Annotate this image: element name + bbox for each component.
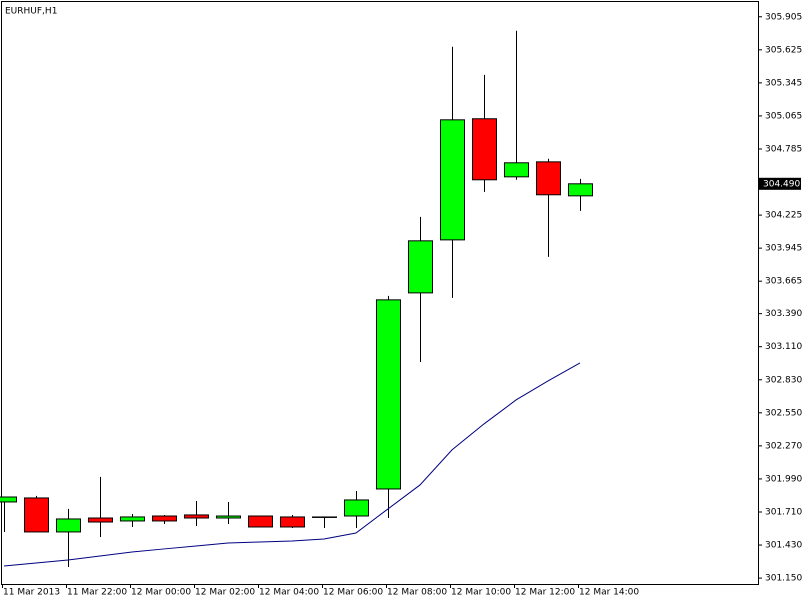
- y-tick-label: 301.710: [765, 507, 802, 517]
- x-tick-label: 11 Mar 22:00: [67, 588, 127, 598]
- candle-body: [440, 119, 465, 241]
- chart-title: EURHUF,H1: [5, 7, 57, 17]
- y-tick-label: 305.065: [765, 111, 802, 121]
- y-tick-label: 305.625: [765, 45, 802, 55]
- candle-body: [184, 514, 209, 519]
- candle-body: [472, 118, 497, 181]
- candle-body: [344, 499, 369, 517]
- x-tick-label: 12 Mar 06:00: [323, 588, 383, 598]
- candle-body: [216, 515, 241, 519]
- y-tick-label: 304.785: [765, 144, 802, 154]
- candle-body: [0, 496, 17, 503]
- x-tick-label: 12 Mar 12:00: [515, 588, 575, 598]
- candle-body: [504, 162, 529, 178]
- y-tick-label: 303.665: [765, 277, 802, 287]
- y-tick-label: 303.390: [765, 309, 802, 319]
- y-tick-label: 303.110: [765, 342, 802, 352]
- y-tick-label: 301.150: [765, 574, 802, 584]
- y-tick-label: 302.270: [765, 441, 802, 451]
- x-tick-label: 11 Mar 2013: [3, 588, 60, 598]
- last-price-box: [759, 177, 801, 190]
- y-tick-label: 305.905: [765, 12, 802, 22]
- x-tick-label: 12 Mar 02:00: [195, 588, 255, 598]
- moving-average: [3, 362, 581, 567]
- candle-body: [312, 516, 337, 518]
- candle-body: [152, 515, 177, 522]
- candle-body: [536, 161, 561, 196]
- candle-body: [56, 518, 81, 533]
- y-tick-label: 302.550: [765, 408, 802, 418]
- candle-body: [408, 240, 433, 294]
- candle-body: [280, 516, 305, 528]
- x-tick-label: 12 Mar 10:00: [451, 588, 511, 598]
- candle-body: [248, 515, 273, 528]
- plot-frame: [1, 1, 759, 585]
- x-tick-label: 12 Mar 04:00: [259, 588, 319, 598]
- y-tick-label: 301.990: [765, 474, 802, 484]
- candle-body: [120, 516, 145, 522]
- x-tick-label: 12 Mar 08:00: [387, 588, 447, 598]
- y-tick-label: 305.345: [765, 78, 802, 88]
- x-tick-label: 12 Mar 14:00: [579, 588, 639, 598]
- candle-body: [376, 299, 401, 490]
- candle-body: [568, 183, 593, 197]
- candle-body: [88, 517, 113, 523]
- y-tick-label: 303.945: [765, 244, 802, 254]
- candle-body: [24, 497, 49, 533]
- last-price-label: 304.490: [763, 179, 800, 189]
- x-tick-label: 12 Mar 00:00: [131, 588, 191, 598]
- y-tick-label: 301.430: [765, 541, 802, 551]
- y-tick-label: 304.225: [765, 211, 802, 221]
- y-tick-label: 302.830: [765, 375, 802, 385]
